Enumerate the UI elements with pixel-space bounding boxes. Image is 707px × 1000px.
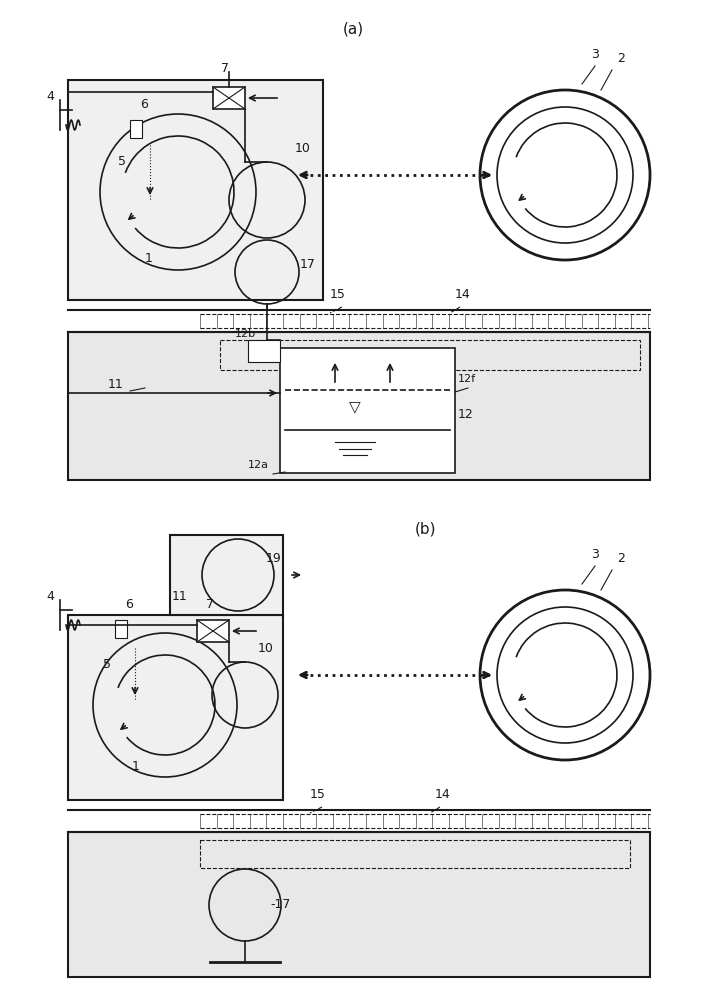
- Text: 1: 1: [132, 760, 140, 773]
- Bar: [280, 348, 455, 473]
- Text: 10: 10: [295, 142, 311, 155]
- Text: 14: 14: [435, 788, 451, 801]
- Bar: [170, 535, 283, 615]
- Text: 3: 3: [591, 548, 599, 561]
- Text: 2: 2: [617, 52, 625, 65]
- Text: -17: -17: [270, 898, 291, 911]
- Text: (a): (a): [342, 22, 363, 37]
- Text: ▽: ▽: [349, 400, 361, 415]
- Bar: [68, 80, 323, 300]
- Bar: [248, 340, 280, 362]
- Text: 5: 5: [103, 658, 111, 671]
- Bar: [68, 332, 650, 480]
- Text: (b): (b): [414, 522, 436, 537]
- Text: 2: 2: [617, 552, 625, 565]
- Text: 11: 11: [108, 378, 124, 391]
- Bar: [115, 620, 127, 638]
- Text: 12a: 12a: [248, 460, 269, 470]
- Text: 5: 5: [118, 155, 126, 168]
- Text: 14: 14: [455, 288, 471, 301]
- Text: 19: 19: [266, 552, 282, 565]
- Text: 10: 10: [258, 642, 274, 655]
- Text: 7: 7: [221, 62, 229, 75]
- Text: 12f: 12f: [458, 374, 476, 384]
- Text: 11: 11: [172, 590, 188, 603]
- Text: 4: 4: [46, 590, 54, 603]
- Text: 6: 6: [125, 598, 133, 611]
- Text: 4: 4: [46, 90, 54, 103]
- Text: 15: 15: [330, 288, 346, 301]
- Text: 12b: 12b: [235, 329, 256, 339]
- Text: 1: 1: [145, 252, 153, 265]
- Bar: [68, 832, 650, 977]
- Bar: [220, 340, 640, 370]
- Bar: [197, 620, 229, 642]
- Bar: [68, 615, 283, 800]
- Bar: [213, 87, 245, 109]
- Bar: [200, 840, 630, 868]
- Text: 3: 3: [591, 48, 599, 61]
- Text: 7: 7: [206, 598, 214, 611]
- Text: 12: 12: [458, 408, 474, 421]
- Bar: [130, 120, 142, 138]
- Text: 15: 15: [310, 788, 326, 801]
- Text: 17: 17: [300, 258, 316, 271]
- Text: 6: 6: [140, 98, 148, 111]
